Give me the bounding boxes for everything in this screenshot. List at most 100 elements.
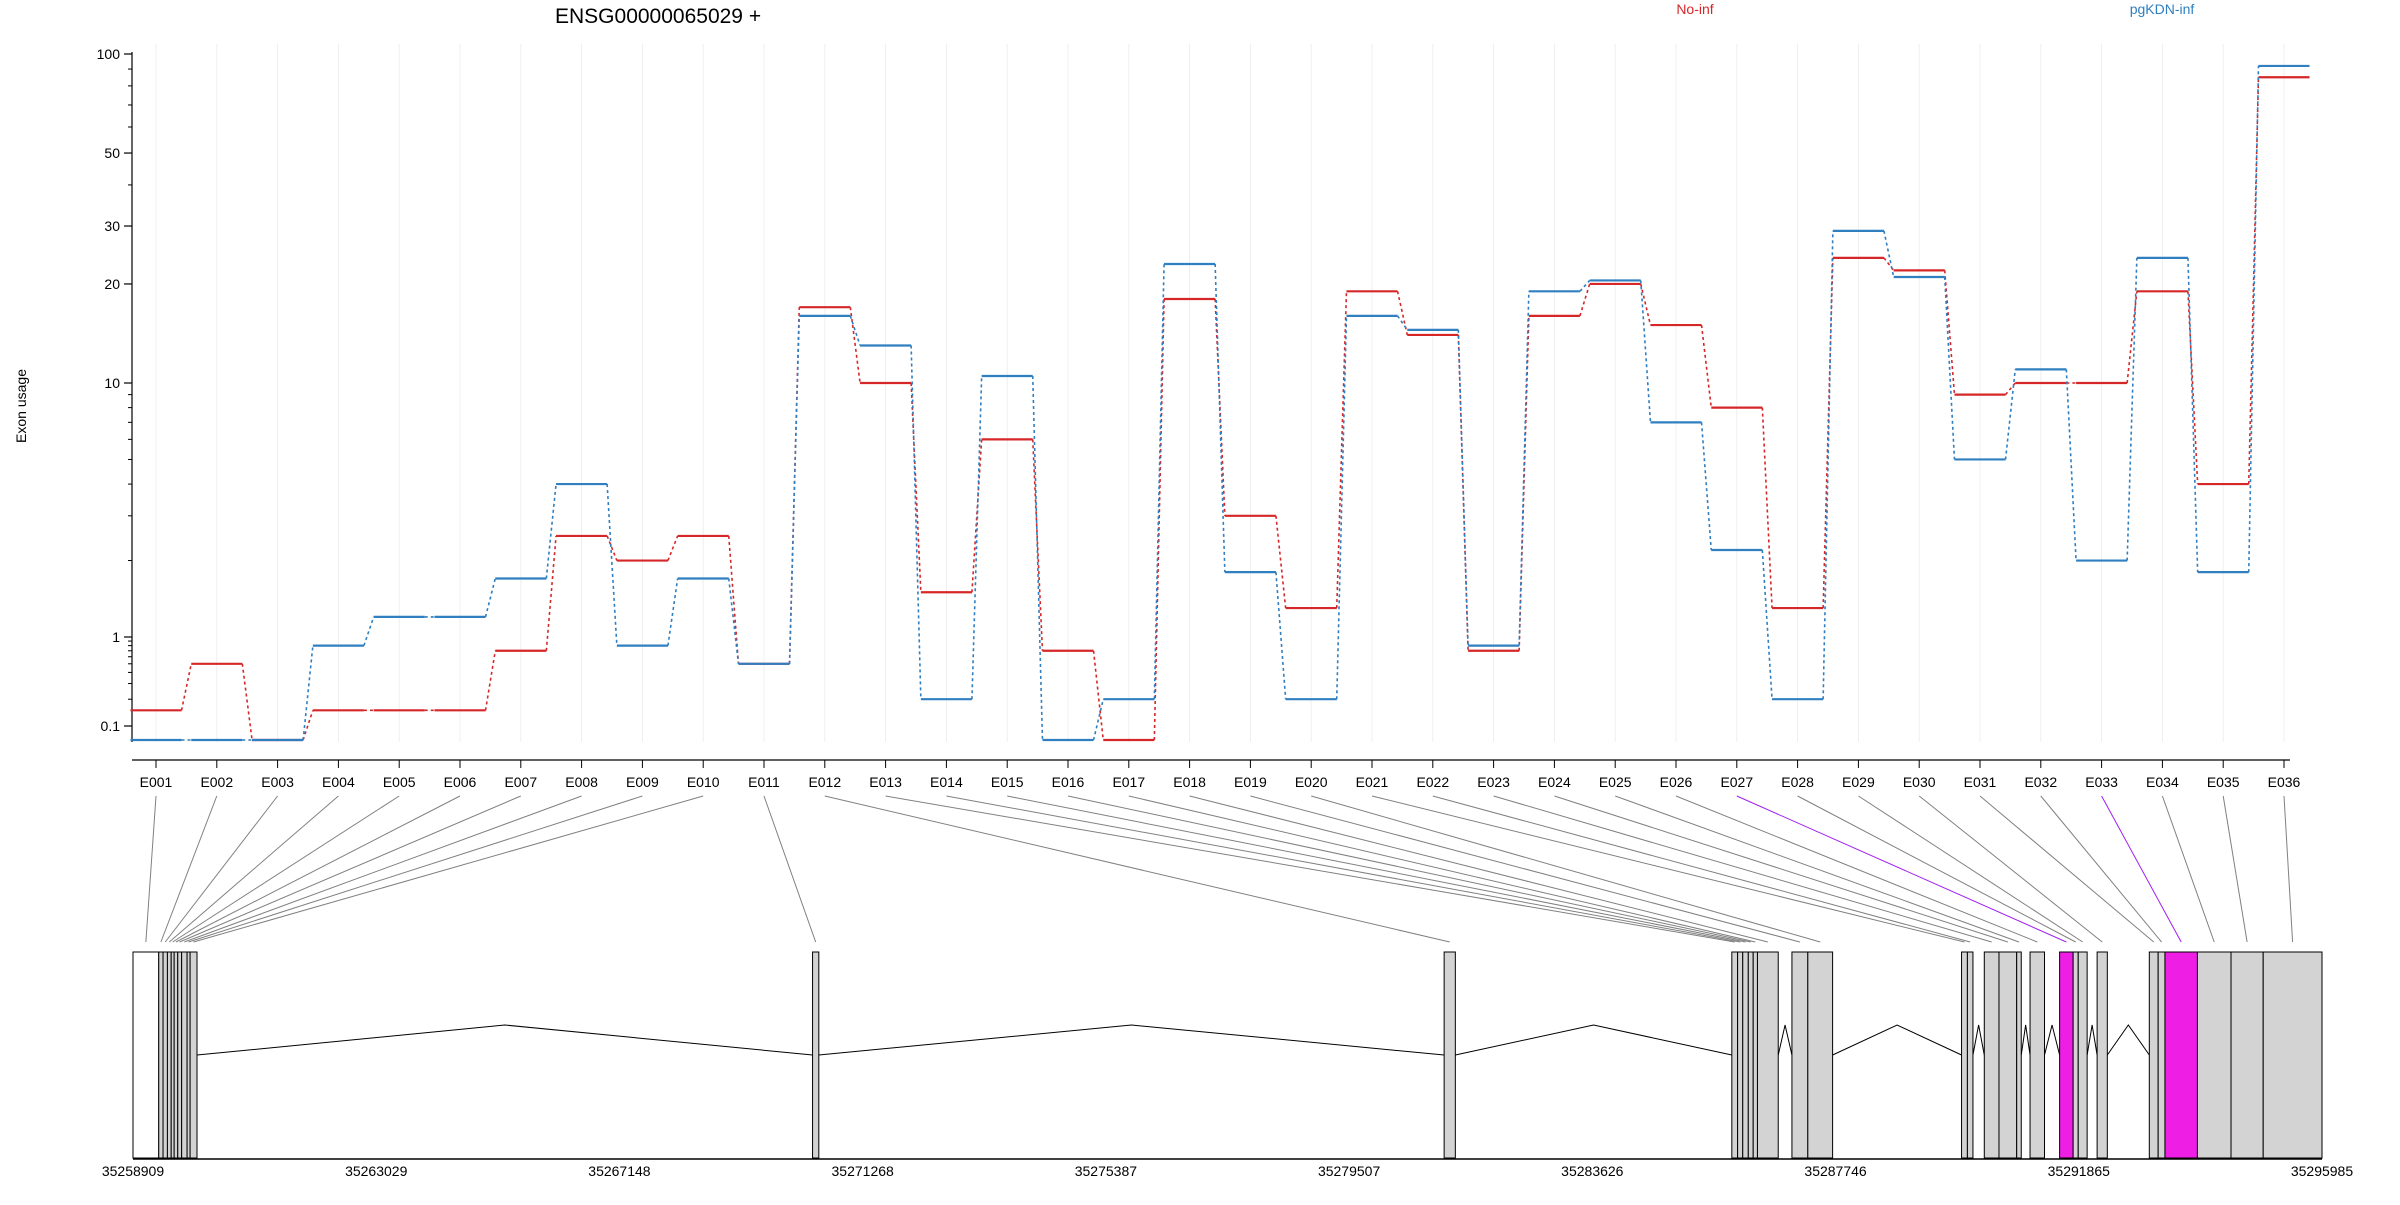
exon-box-e015 [1742,951,1749,1159]
series-connector [849,315,861,346]
exon-connector-e019 [1250,795,1801,943]
series-connector [667,535,679,561]
series-connector [1943,276,1956,460]
exon-box-e001 [132,951,160,1159]
exon-connector-e015 [1007,795,1746,943]
series-connector [484,578,497,618]
x-tick-label-e025: E025 [1599,774,1632,790]
intron-line [196,1024,813,1056]
legend-pgkdn-inf: pgKDN-inf [2130,1,2195,17]
series-connector [2004,369,2017,460]
series-connector [302,710,314,741]
exon-box-e036 [2262,951,2323,1159]
series-connector [363,616,375,646]
x-tick-label-e035: E035 [2207,774,2240,790]
x-tick-label-e009: E009 [626,774,659,790]
intron-line [2086,1024,2098,1056]
y-tick-label: 100 [97,46,121,62]
exon-box-e030 [2096,951,2108,1159]
genome-coordinate-label: 35263029 [345,1163,408,1179]
series-connector [1396,315,1408,331]
series-connector [849,307,861,384]
series-connector [2247,77,2260,485]
genome-coordinate-label: 35275387 [1075,1163,1138,1179]
exon-connector-e023 [1493,795,1992,943]
x-tick-label-e018: E018 [1173,774,1206,790]
series-connector [1153,263,1165,700]
series-connector [2247,65,2260,573]
exon-connector-e027 [1736,795,2067,943]
series-connector [1457,329,1469,646]
exon-box-e014 [1737,951,1744,1159]
exon-box-e032 [2157,951,2166,1159]
x-tick-label-e033: E033 [2085,774,2118,790]
x-tick-label-e024: E024 [1538,774,1571,790]
series-layer [130,64,2310,742]
exon-box-e022 [1966,951,1974,1159]
genome-coordinate-label: 35283626 [1561,1163,1624,1179]
exon-connector-e012 [824,795,1450,943]
exon-box-e029 [2077,951,2088,1159]
x-tick-label-e032: E032 [2024,774,2057,790]
exon-connector-e028 [1797,795,2076,943]
series-connector [1761,407,1773,609]
series-connector [2187,291,2199,485]
series-connector [910,345,922,700]
exon-box-e027 [2059,951,2074,1159]
y-tick-label: 0.1 [101,718,121,734]
intron-line [818,1024,1445,1056]
exon-connector-e026 [1675,795,2038,943]
exon-connector-e031 [1979,795,2155,943]
intron-line [2044,1024,2061,1056]
exon-box-e026 [2029,951,2046,1159]
exon-box-e017 [1752,951,1758,1159]
x-tick-label-e023: E023 [1477,774,1510,790]
x-tick-label-e021: E021 [1356,774,1389,790]
series-connector [1031,376,1044,741]
x-tick-label-e020: E020 [1295,774,1328,790]
exon-connector-e003 [164,795,278,943]
exon-box-e008 [181,951,188,1159]
series-connector [545,483,557,579]
intron-line [1777,1024,1793,1056]
exon-connector-e005 [172,795,400,943]
exon-connector-e004 [168,795,339,943]
series-connector [606,535,618,561]
exon-connector-e017 [1128,795,1756,943]
exon-box-e025 [2016,951,2022,1159]
series-connector [1092,699,1105,741]
intron-line [1455,1024,1732,1056]
series-connector [1335,291,1348,609]
series-connector [1335,315,1348,700]
series-connector [2126,257,2138,561]
intron-line [1832,1024,1962,1056]
exon-connector-e011 [763,795,817,943]
series-connector [1579,279,1591,292]
series-connector [1214,298,1226,516]
x-tick-label-e003: E003 [261,774,294,790]
series-connector [241,663,253,741]
series-connector [910,382,922,593]
exon-connector-e008 [184,795,582,943]
series-connector [788,307,801,664]
x-tick-label-e015: E015 [991,774,1024,790]
series-connector [2187,257,2199,573]
series-connector [1822,230,1834,700]
genome-coordinate-label: 35287746 [1804,1163,1867,1179]
x-tick-label-e002: E002 [200,774,233,790]
series-connector [1761,549,1773,700]
series-connector [484,650,497,711]
x-tick-label-e030: E030 [1903,774,1936,790]
series-connector [788,315,801,664]
x-tick-label-e017: E017 [1112,774,1145,790]
exon-connector-e030 [1918,795,2103,943]
series-connector [180,663,193,711]
exon-box-e033 [2164,951,2198,1159]
series-connector [971,376,983,700]
genome-coordinate-label: 35258909 [102,1163,165,1179]
exon-box-e019 [1791,951,1809,1159]
y-tick-label: 20 [104,276,120,292]
exon-connector-e033 [2101,795,2182,943]
genome-coordinate-label: 35295985 [2291,1163,2354,1179]
